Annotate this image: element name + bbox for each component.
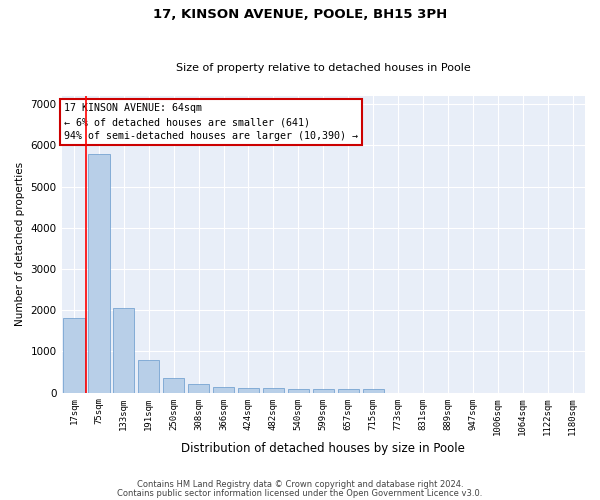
Bar	[188, 384, 209, 392]
Title: Size of property relative to detached houses in Poole: Size of property relative to detached ho…	[176, 63, 470, 73]
Bar	[263, 388, 284, 392]
Y-axis label: Number of detached properties: Number of detached properties	[15, 162, 25, 326]
Bar	[64, 318, 85, 392]
Text: Contains public sector information licensed under the Open Government Licence v3: Contains public sector information licen…	[118, 488, 482, 498]
X-axis label: Distribution of detached houses by size in Poole: Distribution of detached houses by size …	[181, 442, 465, 455]
Text: 17, KINSON AVENUE, POOLE, BH15 3PH: 17, KINSON AVENUE, POOLE, BH15 3PH	[153, 8, 447, 20]
Bar	[163, 378, 184, 392]
Text: 17 KINSON AVENUE: 64sqm
← 6% of detached houses are smaller (641)
94% of semi-de: 17 KINSON AVENUE: 64sqm ← 6% of detached…	[64, 104, 358, 142]
Text: Contains HM Land Registry data © Crown copyright and database right 2024.: Contains HM Land Registry data © Crown c…	[137, 480, 463, 489]
Bar	[113, 308, 134, 392]
Bar	[362, 389, 384, 392]
Bar	[288, 389, 309, 392]
Bar	[138, 360, 160, 392]
Bar	[238, 388, 259, 392]
Bar	[313, 388, 334, 392]
Bar	[338, 388, 359, 392]
Bar	[88, 154, 110, 392]
Bar	[213, 387, 234, 392]
